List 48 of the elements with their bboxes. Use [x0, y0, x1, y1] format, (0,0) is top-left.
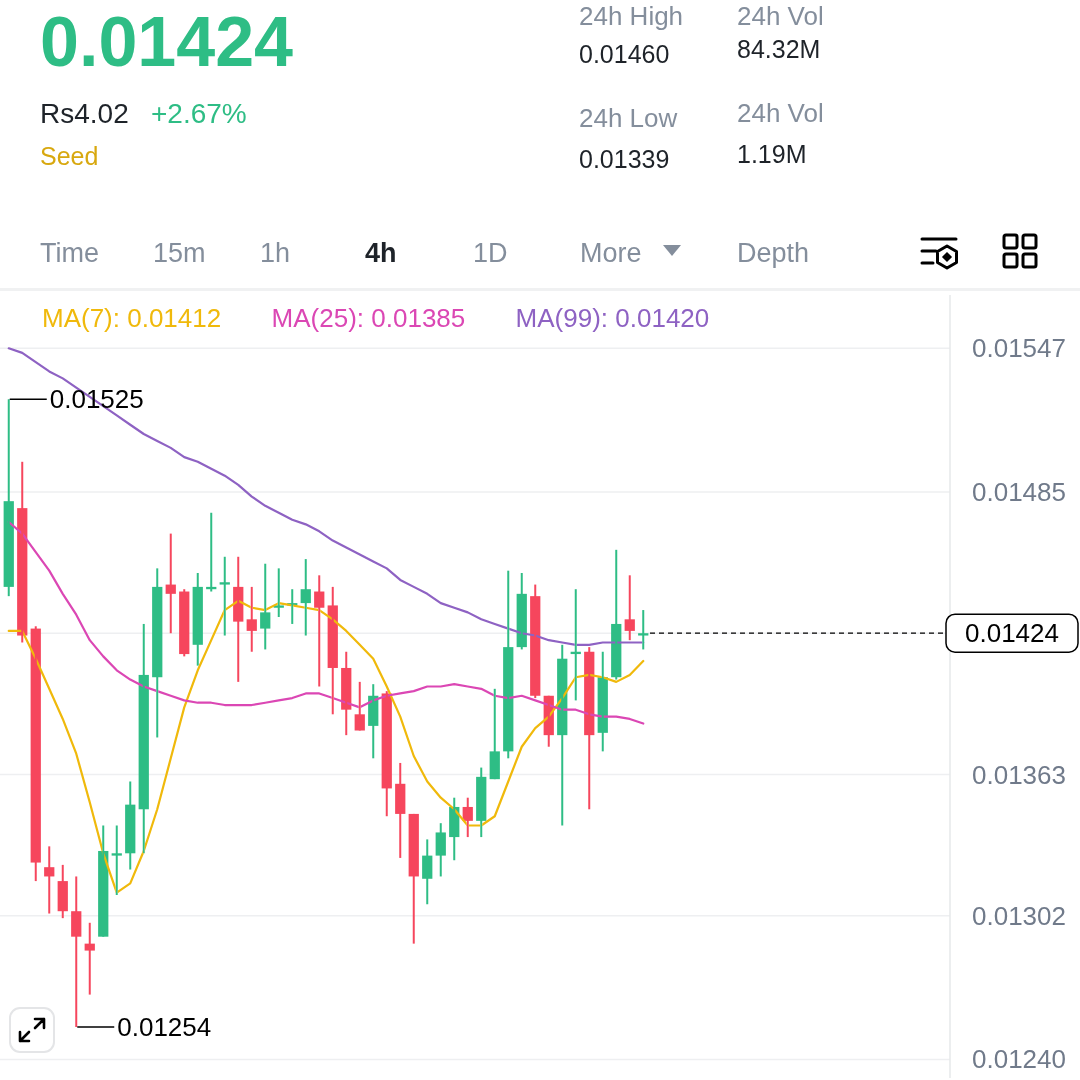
candlestick — [111, 824, 122, 896]
text: MA(99): 0.01420 — [515, 303, 710, 333]
candlestick — [462, 796, 473, 839]
candlestick — [314, 574, 325, 688]
line-series — [7, 520, 645, 725]
text: 15m — [153, 238, 206, 268]
candlestick — [84, 921, 95, 996]
text: Seed — [40, 142, 99, 170]
text: 0.01460 — [579, 40, 670, 68]
text: Time — [40, 238, 99, 268]
candlestick — [260, 562, 271, 651]
candlestick — [422, 838, 433, 906]
text: 1.19M — [737, 140, 807, 168]
text: 24h Low — [579, 103, 678, 133]
text: 24h Vol — [737, 98, 824, 128]
candlestick — [435, 822, 446, 878]
y-tick-label: 0.01485 — [972, 476, 1066, 507]
candlestick — [638, 609, 649, 651]
candlestick — [300, 558, 311, 637]
text: 1D — [473, 238, 508, 268]
candlestick — [624, 574, 635, 642]
annotation: 0.01254 — [117, 1012, 212, 1043]
text: 84.32M — [737, 35, 821, 63]
candlestick — [354, 680, 365, 732]
candlestick — [219, 555, 230, 637]
text: 1h — [260, 238, 291, 268]
text: MA(7): 0.01412 — [42, 303, 222, 333]
candlestick — [273, 567, 284, 618]
candlestick — [165, 532, 176, 635]
line-series — [7, 599, 645, 894]
text: Rs4.02 — [40, 98, 129, 129]
y-tick-label: 0.01363 — [972, 759, 1066, 790]
ref-line-label: 0.01424 — [965, 618, 1059, 649]
text: +2.67% — [151, 98, 247, 129]
text: MA(25): 0.01385 — [271, 303, 466, 333]
y-tick-label: 0.01302 — [972, 900, 1066, 931]
y-tick-label: 0.01240 — [972, 1044, 1066, 1075]
y-tick-label: 0.01547 — [972, 333, 1066, 364]
text: Depth — [737, 238, 810, 268]
text: 4h — [365, 238, 397, 268]
chart-title: 0.01424 — [40, 3, 294, 81]
line-series — [7, 347, 645, 646]
text: 0.01339 — [579, 145, 670, 173]
candlestick — [44, 845, 55, 915]
text: 24h High — [579, 1, 684, 31]
candlestick — [246, 585, 257, 653]
text: 24h Vol — [737, 1, 824, 31]
text: More — [580, 238, 642, 268]
